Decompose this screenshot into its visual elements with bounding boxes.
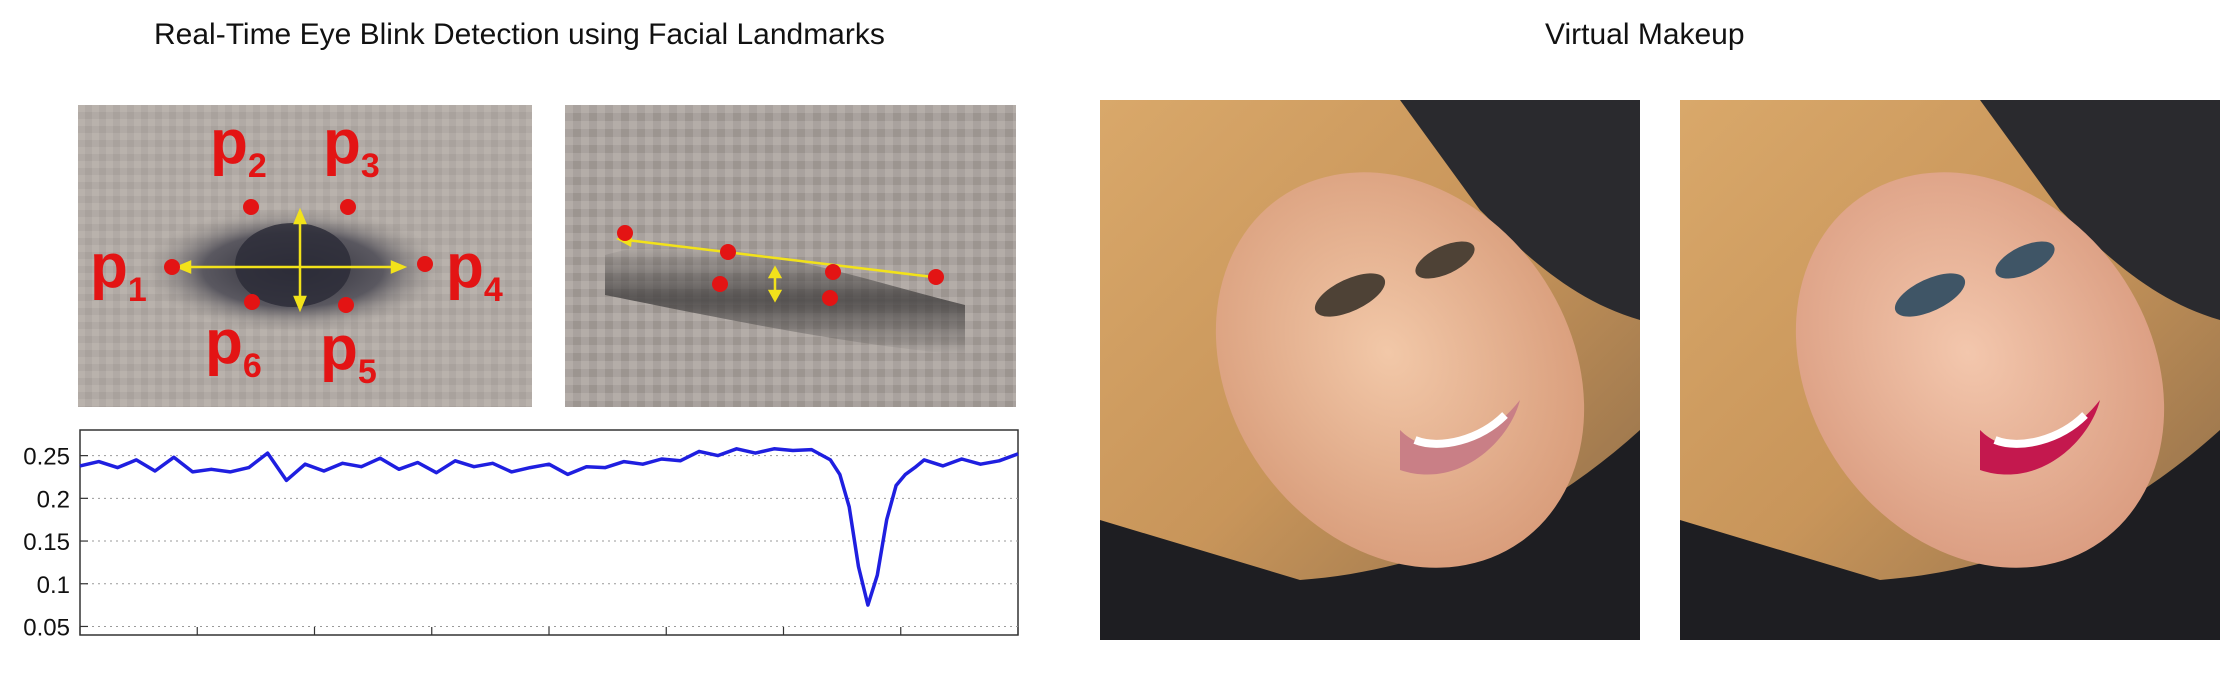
closed-eye-image — [565, 105, 1016, 407]
y-tick-label: 0.25 — [23, 444, 70, 471]
landmark-label-p3: p3 — [323, 108, 380, 185]
landmark-label-p1: p1 — [90, 232, 147, 309]
ear-chart-svg: 0.05 0.1 0.15 0.2 0.25 — [23, 429, 1019, 641]
landmark-p2-dot — [243, 199, 259, 215]
y-tick-label: 0.2 — [37, 486, 70, 513]
landmark-label-p4: p4 — [446, 232, 503, 309]
landmark-p6-dot — [244, 294, 260, 310]
y-tick-label: 0.15 — [23, 529, 70, 556]
closed-eye-height-arrow — [767, 265, 783, 303]
blink-detection-title: Real-Time Eye Blink Detection using Faci… — [154, 18, 885, 51]
y-tick-label: 0.05 — [23, 614, 70, 641]
eye-width-arrow — [174, 260, 408, 274]
landmark-p1-dot — [164, 259, 180, 275]
closed-landmark-6-dot — [712, 276, 728, 292]
landmark-p3-dot — [340, 199, 356, 215]
closed-landmark-2-dot — [720, 244, 736, 260]
closed-landmark-5-dot — [822, 290, 838, 306]
y-tick-label: 0.1 — [37, 572, 70, 599]
ear-chart: 0.05 0.1 0.15 0.2 0.25 — [0, 425, 1030, 675]
landmark-label-p5: p5 — [320, 314, 377, 391]
closed-landmark-1-dot — [617, 225, 633, 241]
virtual-makeup-title: Virtual Makeup — [1545, 18, 1745, 51]
landmark-label-p6: p6 — [205, 308, 262, 385]
closed-landmark-3-dot — [825, 264, 841, 280]
open-eye-image — [78, 105, 532, 407]
landmark-p5-dot — [338, 297, 354, 313]
ear-series-line — [79, 447, 1019, 607]
face-after-makeup-image — [1680, 100, 2220, 640]
closed-landmark-4-dot — [928, 269, 944, 285]
chart-frame — [79, 429, 1019, 636]
landmark-label-p2: p2 — [210, 108, 267, 185]
eye-height-arrow — [293, 207, 307, 313]
face-before-makeup-image — [1100, 100, 1640, 640]
landmark-p4-dot — [417, 256, 433, 272]
